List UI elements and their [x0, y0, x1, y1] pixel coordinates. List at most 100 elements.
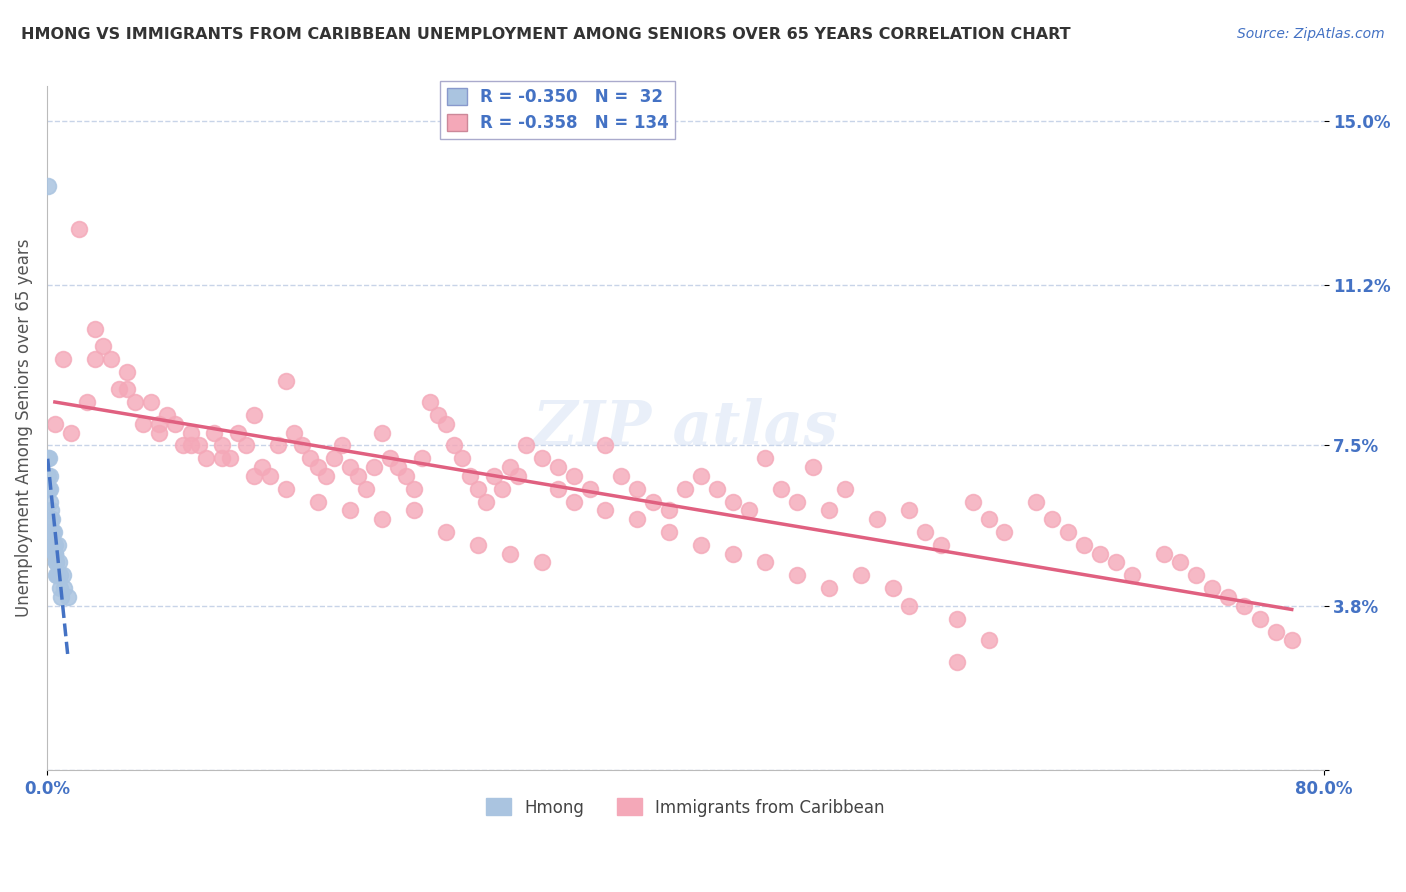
Point — [148, 417, 170, 431]
Point — [38, 451, 60, 466]
Point — [706, 482, 728, 496]
Point — [378, 451, 401, 466]
Point — [402, 482, 425, 496]
Point — [426, 408, 449, 422]
Point — [42, 538, 65, 552]
Point — [124, 395, 146, 409]
Point — [219, 451, 242, 466]
Point — [897, 503, 920, 517]
Point — [1168, 555, 1191, 569]
Point — [155, 408, 177, 422]
Point — [91, 339, 114, 353]
Point — [467, 482, 489, 496]
Point — [578, 482, 600, 496]
Point — [1233, 599, 1256, 613]
Point — [211, 451, 233, 466]
Point — [754, 451, 776, 466]
Point — [53, 581, 76, 595]
Point — [547, 482, 569, 496]
Point — [450, 451, 472, 466]
Point — [1025, 494, 1047, 508]
Point — [371, 425, 394, 440]
Point — [51, 590, 73, 604]
Point — [148, 425, 170, 440]
Point — [643, 494, 665, 508]
Point — [44, 547, 66, 561]
Point — [276, 482, 298, 496]
Point — [44, 417, 66, 431]
Point — [163, 417, 186, 431]
Point — [1201, 581, 1223, 595]
Point — [347, 468, 370, 483]
Point — [849, 568, 872, 582]
Legend: Hmong, Immigrants from Caribbean: Hmong, Immigrants from Caribbean — [479, 792, 891, 823]
Point — [67, 222, 90, 236]
Point — [977, 633, 1000, 648]
Point — [458, 468, 481, 483]
Point — [37, 482, 59, 496]
Point — [434, 524, 457, 539]
Point — [977, 512, 1000, 526]
Point — [395, 468, 418, 483]
Point — [44, 547, 66, 561]
Point — [52, 568, 75, 582]
Point — [330, 438, 353, 452]
Point — [45, 555, 67, 569]
Point — [1281, 633, 1303, 648]
Point — [38, 482, 60, 496]
Point — [475, 494, 498, 508]
Point — [411, 451, 433, 466]
Point — [1090, 547, 1112, 561]
Point — [76, 395, 98, 409]
Point — [1105, 555, 1128, 569]
Point — [993, 524, 1015, 539]
Point — [56, 590, 79, 604]
Point — [387, 460, 409, 475]
Point — [1073, 538, 1095, 552]
Point — [491, 482, 513, 496]
Point — [267, 438, 290, 452]
Point — [929, 538, 952, 552]
Point — [243, 468, 266, 483]
Point — [721, 494, 744, 508]
Point — [1185, 568, 1208, 582]
Point — [180, 438, 202, 452]
Point — [37, 468, 59, 483]
Point — [107, 382, 129, 396]
Point — [354, 482, 377, 496]
Text: HMONG VS IMMIGRANTS FROM CARIBBEAN UNEMPLOYMENT AMONG SENIORS OVER 65 YEARS CORR: HMONG VS IMMIGRANTS FROM CARIBBEAN UNEMP… — [21, 27, 1071, 42]
Point — [195, 451, 218, 466]
Point — [443, 438, 465, 452]
Point — [595, 503, 617, 517]
Point — [818, 503, 841, 517]
Point — [42, 538, 65, 552]
Point — [48, 568, 70, 582]
Point — [45, 568, 67, 582]
Point — [626, 482, 648, 496]
Point — [38, 468, 60, 483]
Point — [371, 512, 394, 526]
Point — [673, 482, 696, 496]
Point — [945, 611, 967, 625]
Point — [37, 178, 59, 193]
Point — [818, 581, 841, 595]
Point — [46, 538, 69, 552]
Point — [52, 351, 75, 366]
Point — [315, 468, 337, 483]
Point — [44, 538, 66, 552]
Point — [834, 482, 856, 496]
Point — [499, 460, 522, 475]
Point — [626, 512, 648, 526]
Point — [115, 365, 138, 379]
Point — [866, 512, 889, 526]
Point — [339, 503, 361, 517]
Point — [1264, 624, 1286, 639]
Point — [180, 425, 202, 440]
Point — [283, 425, 305, 440]
Point — [41, 512, 63, 526]
Point — [307, 460, 329, 475]
Point — [945, 655, 967, 669]
Point — [115, 382, 138, 396]
Point — [419, 395, 441, 409]
Point — [1121, 568, 1143, 582]
